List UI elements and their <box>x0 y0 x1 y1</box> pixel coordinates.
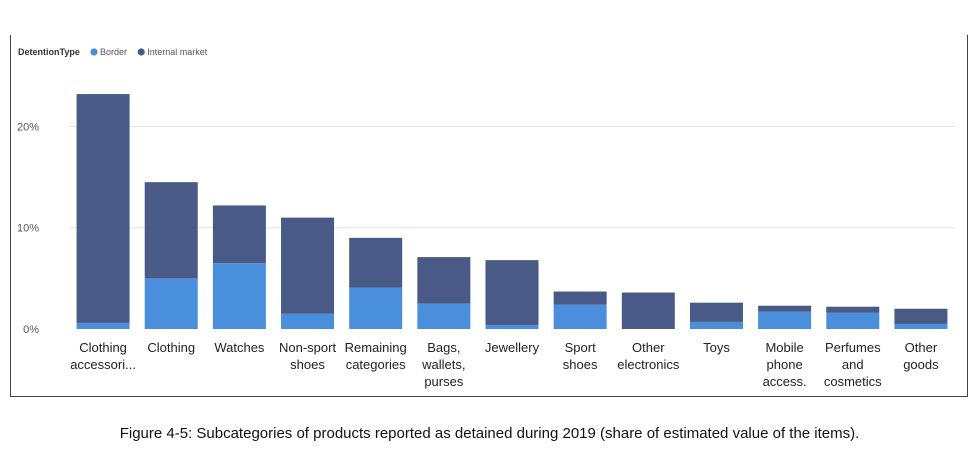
bar-border-10 <box>758 311 812 329</box>
bar-border-1 <box>144 278 198 329</box>
x-tick-label-8: Other electronics <box>617 340 680 372</box>
x-tick-label-1: Clothing <box>147 340 195 355</box>
x-tick-label-10: Mobile phone access. <box>763 340 807 389</box>
x-tick-label-12: Other goods <box>903 340 939 372</box>
legend-marker-0 <box>90 48 98 56</box>
stacked-bar-chart: DetentionType Border Internal market 0% 10% 2… <box>17 47 955 389</box>
bar-internal-market-11 <box>826 306 880 313</box>
bar-border-9 <box>689 321 743 329</box>
x-tick-label-3: Non-sport shoes <box>279 340 336 372</box>
y-tick-label-0: 0% <box>23 324 39 336</box>
legend-label-1: Internal market <box>147 47 208 57</box>
bar-internal-market-7 <box>553 291 607 305</box>
chart-frame: DetentionType Border Internal market 0% 10% 2… <box>10 35 968 397</box>
bar-internal-market-9 <box>689 302 743 322</box>
bar-internal-market-12 <box>894 308 948 324</box>
x-tick-label-0: Clothing accessori... <box>70 340 136 372</box>
bar-border-3 <box>281 313 335 329</box>
bar-internal-market-10 <box>758 305 812 312</box>
bar-internal-market-8 <box>621 292 675 329</box>
y-tick-label-2: 20% <box>17 121 39 133</box>
bar-border-5 <box>417 303 471 329</box>
x-tick-label-7: Sport shoes <box>563 340 598 372</box>
bar-internal-market-1 <box>144 182 198 279</box>
bar-internal-market-4 <box>349 237 403 288</box>
bar-border-7 <box>553 304 607 329</box>
bar-internal-market-0 <box>76 94 130 323</box>
bar-internal-market-5 <box>417 257 471 304</box>
bar-border-0 <box>76 322 130 329</box>
bar-internal-market-3 <box>281 217 335 314</box>
x-tick-label-2: Watches <box>214 340 265 355</box>
x-tick-label-9: Toys <box>703 340 730 355</box>
bar-border-12 <box>894 323 948 329</box>
x-tick-label-5: Bags, wallets, purses <box>421 340 465 389</box>
bar-internal-market-2 <box>212 205 266 264</box>
legend-title: DetentionType <box>18 47 80 57</box>
y-tick-label-1: 10% <box>17 223 39 235</box>
bar-border-11 <box>826 312 880 329</box>
bar-border-6 <box>485 324 539 329</box>
legend-label-0: Border <box>100 47 127 57</box>
legend-marker-1 <box>137 48 145 56</box>
x-tick-label-6: Jewellery <box>485 340 540 355</box>
bar-border-4 <box>349 287 403 329</box>
x-tick-label-11: Perfumes and cosmetics <box>824 340 882 389</box>
figure-caption: Figure 4-5: Subcategories of products re… <box>119 425 860 442</box>
bar-border-2 <box>212 263 266 329</box>
bar-internal-market-6 <box>485 260 539 325</box>
x-tick-label-4: Remaining categories <box>345 340 407 372</box>
